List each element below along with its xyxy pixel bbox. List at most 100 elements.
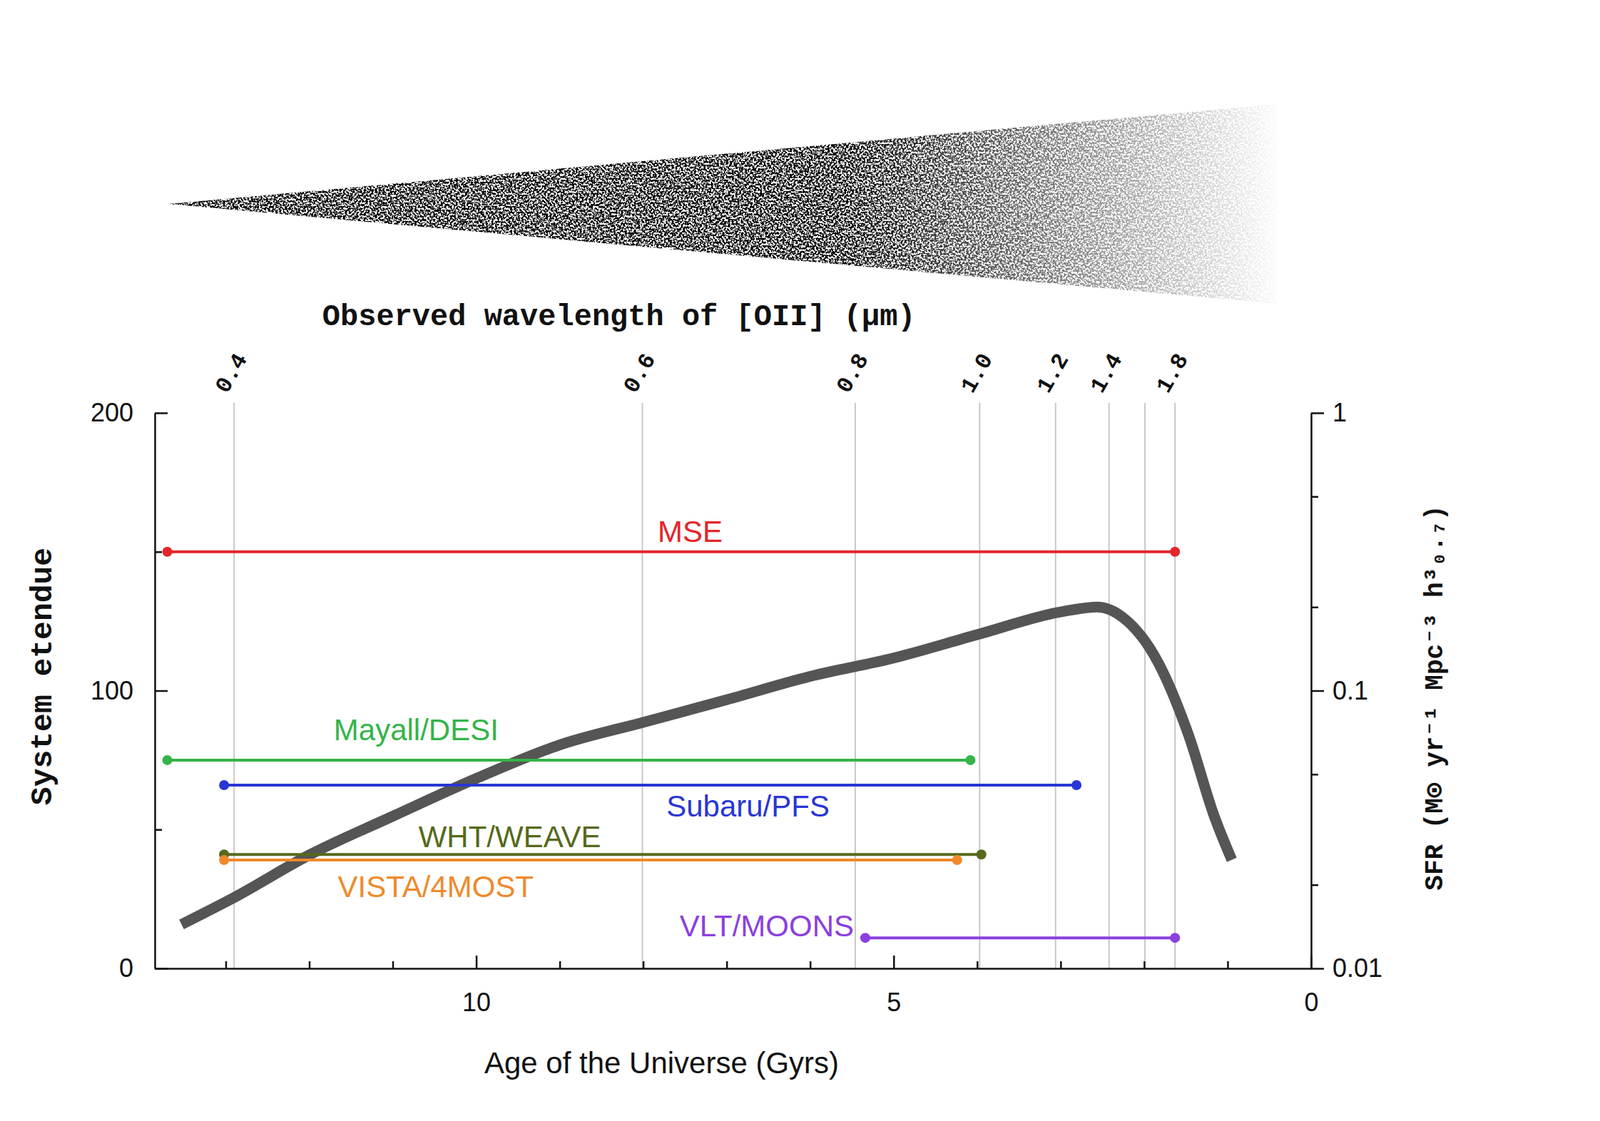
tick: 0.01 (1311, 953, 1383, 983)
tick-mark (1226, 961, 1230, 969)
x-minor-axis (226, 961, 1228, 969)
tick (977, 961, 978, 969)
grid (233, 403, 1175, 969)
y2-axis: 0.01 0.1 1 (1311, 398, 1383, 983)
range-line (167, 550, 1176, 554)
series-label: VLT/MOONS (679, 909, 854, 944)
tick (225, 961, 227, 969)
tick-mark (475, 955, 478, 969)
tick (393, 961, 394, 969)
series-label: VISTA/4MOST (338, 870, 535, 904)
tick (810, 961, 812, 969)
tick (154, 829, 162, 831)
tick-mark (1311, 773, 1319, 777)
tick: 10 (462, 955, 491, 1018)
tick-label: 1 (1332, 398, 1347, 428)
range-end (976, 849, 987, 860)
x-axis: 10 5 0 (155, 955, 1319, 1018)
tick (309, 961, 311, 969)
tick-label: 0.4 (210, 349, 254, 399)
range-end (860, 933, 871, 944)
tick-mark (1311, 690, 1324, 693)
grid-line (233, 403, 235, 969)
y-minor-axis (154, 552, 162, 831)
tick-label: 0 (1303, 987, 1319, 1018)
tick-label: 1.2 (1031, 349, 1075, 399)
cone-texture (164, 99, 1284, 314)
tick (726, 961, 728, 969)
tick-mark (154, 551, 162, 554)
tick: 1 (1311, 398, 1347, 428)
range-end (218, 855, 229, 866)
grid-line (978, 403, 981, 969)
tick-mark (154, 690, 168, 693)
grid-line (1108, 403, 1110, 969)
top-axis: 0.40.60.81.01.21.41.8Observed wavelength… (210, 300, 1195, 399)
tick-mark (559, 961, 562, 969)
range-end (952, 855, 963, 866)
tick (559, 961, 561, 969)
range-line (167, 758, 971, 762)
axis-title: Age of the Universe (Gyrs) (484, 1046, 839, 1080)
tick-mark (225, 961, 228, 969)
range-end (1169, 933, 1180, 944)
tick-mark (809, 961, 812, 969)
sfr-curve (181, 607, 1232, 925)
cone-illustration (164, 99, 1284, 314)
series-labels: MSEMayall/DESISubaru/PFSWHT/WEAVEVISTA/4… (333, 515, 854, 944)
tick-mark (1311, 496, 1319, 499)
tick-label: 5 (886, 987, 901, 1018)
tick-label: 10 (462, 987, 491, 1018)
range-line (223, 783, 1077, 787)
range-end (1169, 547, 1180, 558)
tick-mark (1143, 961, 1146, 969)
tick-mark (392, 961, 395, 969)
tick: 0 (119, 953, 168, 983)
tick (1144, 961, 1145, 969)
grid-line (1055, 403, 1057, 969)
grid-line (1144, 403, 1146, 969)
tick-label: 0.01 (1332, 953, 1383, 983)
tick: 0.1 (1311, 676, 1369, 706)
tick (1060, 961, 1062, 969)
series-label: WHT/WEAVE (418, 820, 602, 854)
y-axis: 0 100 200 (90, 398, 168, 983)
tick (154, 552, 162, 553)
tick-mark (1311, 606, 1319, 609)
range-line (223, 853, 982, 856)
tick (643, 961, 645, 969)
range-end (162, 547, 173, 558)
tick-label: 0.8 (831, 349, 876, 399)
range-end (965, 755, 976, 766)
tick-label: 0 (119, 953, 134, 983)
tick-mark (154, 967, 168, 971)
axis-title: Observed wavelength of [OII] (μm) (322, 300, 916, 335)
tick-mark (1311, 884, 1319, 887)
tick: 200 (90, 398, 168, 428)
tick-mark (1060, 961, 1063, 969)
tick-mark (976, 961, 979, 969)
tick (1227, 961, 1229, 969)
tick-mark (893, 955, 896, 969)
tick: 100 (90, 676, 168, 706)
tick (1311, 774, 1319, 776)
tick-label: 100 (90, 676, 134, 706)
tick-mark (1311, 967, 1324, 971)
series-label: Subaru/PFS (666, 789, 830, 824)
tick (1311, 607, 1319, 608)
tick-label: 0.1 (1332, 676, 1369, 706)
tick-mark (642, 961, 645, 969)
tick-label: 1.0 (955, 349, 1000, 399)
range-end (1071, 780, 1082, 791)
tick-mark (308, 961, 312, 969)
axis-line (155, 967, 1312, 971)
tick-label: 1.8 (1151, 349, 1195, 399)
axis-title: SFR (M⊙ yr⁻¹ Mpc⁻³ h³₀.₇) (1420, 505, 1451, 891)
range-line (865, 936, 1175, 940)
range-end (218, 780, 229, 791)
axis-title: System etendue (25, 547, 61, 806)
grid-line (641, 403, 644, 969)
y2-minor-axis (1311, 497, 1319, 886)
tick-mark (1311, 412, 1324, 415)
tick-mark (154, 829, 162, 832)
